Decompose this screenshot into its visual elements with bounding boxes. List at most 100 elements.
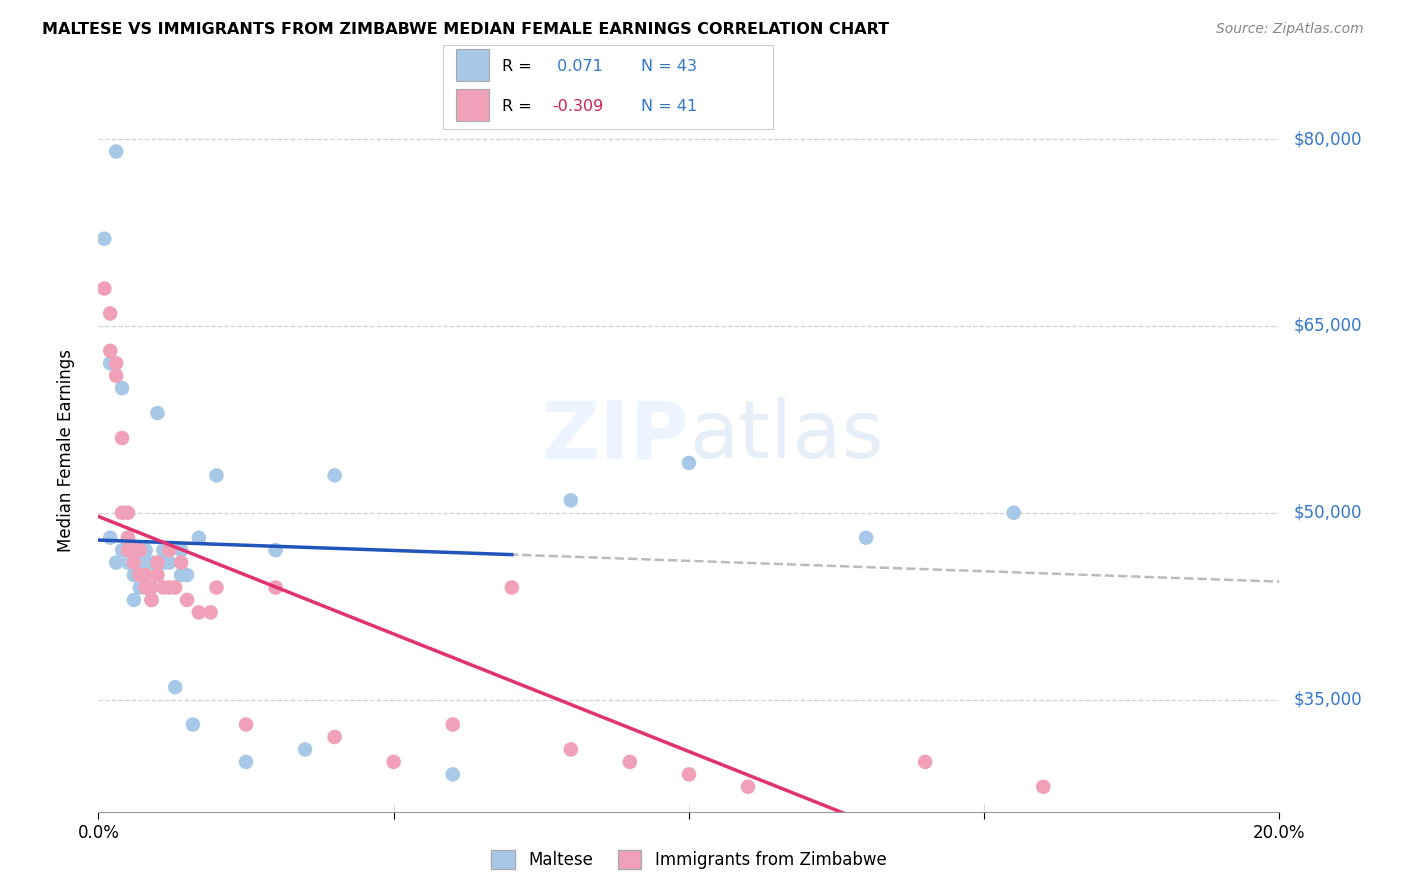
Point <box>855 531 877 545</box>
Point <box>187 531 209 545</box>
Point <box>619 755 641 769</box>
Point <box>170 568 193 582</box>
Point <box>135 581 157 595</box>
Text: N = 43: N = 43 <box>641 59 697 74</box>
Point <box>141 593 163 607</box>
Point <box>1002 506 1025 520</box>
Point <box>146 568 169 582</box>
Text: $80,000: $80,000 <box>1294 130 1362 148</box>
Text: R =: R = <box>502 99 531 114</box>
Point <box>105 556 128 570</box>
Point <box>117 506 139 520</box>
Point <box>117 531 139 545</box>
FancyBboxPatch shape <box>456 88 489 120</box>
Point <box>111 431 134 445</box>
Point <box>111 381 134 395</box>
Point <box>157 543 180 558</box>
Text: $50,000: $50,000 <box>1294 504 1362 522</box>
Point <box>678 767 700 781</box>
Text: $65,000: $65,000 <box>1294 317 1362 334</box>
Point <box>93 232 115 246</box>
Point <box>122 568 145 582</box>
Text: MALTESE VS IMMIGRANTS FROM ZIMBABWE MEDIAN FEMALE EARNINGS CORRELATION CHART: MALTESE VS IMMIGRANTS FROM ZIMBABWE MEDI… <box>42 22 890 37</box>
Point <box>235 755 257 769</box>
Point <box>128 543 150 558</box>
Point <box>165 581 187 595</box>
Point <box>678 456 700 470</box>
Point <box>117 556 139 570</box>
Point <box>111 543 134 558</box>
Point <box>152 556 174 570</box>
Point <box>146 556 169 570</box>
Point <box>176 593 198 607</box>
Point <box>181 717 204 731</box>
Point <box>122 593 145 607</box>
Point <box>205 581 228 595</box>
Point <box>141 581 163 595</box>
Point <box>128 581 150 595</box>
Point <box>441 717 464 731</box>
Point <box>1032 780 1054 794</box>
Point <box>205 468 228 483</box>
Point <box>122 556 145 570</box>
Point <box>122 543 145 558</box>
Text: atlas: atlas <box>689 397 883 475</box>
Point <box>128 568 150 582</box>
Point <box>111 506 134 520</box>
Point <box>441 767 464 781</box>
Text: 0.071: 0.071 <box>553 59 603 74</box>
Point <box>128 543 150 558</box>
Point <box>105 356 128 370</box>
Point <box>264 581 287 595</box>
Point <box>170 543 193 558</box>
Point <box>128 556 150 570</box>
Point <box>501 581 523 595</box>
Point <box>135 568 157 582</box>
Point <box>93 281 115 295</box>
Point <box>737 780 759 794</box>
Point <box>157 581 180 595</box>
Point <box>382 755 405 769</box>
Point <box>264 543 287 558</box>
Point <box>117 531 139 545</box>
Text: -0.309: -0.309 <box>553 99 603 114</box>
Point <box>98 343 121 358</box>
Point <box>117 543 139 558</box>
Point <box>117 543 139 558</box>
Point <box>146 406 169 420</box>
Point <box>135 581 157 595</box>
Point <box>165 680 187 694</box>
Point <box>105 368 128 383</box>
Point <box>146 556 169 570</box>
Point <box>560 742 582 756</box>
Point <box>914 755 936 769</box>
Point <box>294 742 316 756</box>
Point <box>98 356 121 370</box>
Text: ZIP: ZIP <box>541 397 689 475</box>
Point <box>105 145 128 159</box>
Point <box>135 568 157 582</box>
Point <box>122 556 145 570</box>
Point <box>560 493 582 508</box>
Text: Source: ZipAtlas.com: Source: ZipAtlas.com <box>1216 22 1364 37</box>
Point <box>323 730 346 744</box>
Text: N = 41: N = 41 <box>641 99 697 114</box>
Point <box>323 468 346 483</box>
Text: $35,000: $35,000 <box>1294 690 1362 708</box>
Y-axis label: Median Female Earnings: Median Female Earnings <box>56 349 75 552</box>
Point <box>135 556 157 570</box>
Point <box>235 717 257 731</box>
Point <box>135 543 157 558</box>
Point <box>152 581 174 595</box>
Text: R =: R = <box>502 59 531 74</box>
Point <box>187 606 209 620</box>
Point <box>170 556 193 570</box>
Point <box>157 556 180 570</box>
Point <box>176 568 198 582</box>
Point <box>200 606 222 620</box>
Point <box>141 593 163 607</box>
Legend: Maltese, Immigrants from Zimbabwe: Maltese, Immigrants from Zimbabwe <box>485 843 893 876</box>
Point <box>98 531 121 545</box>
Point <box>152 543 174 558</box>
Point <box>141 556 163 570</box>
